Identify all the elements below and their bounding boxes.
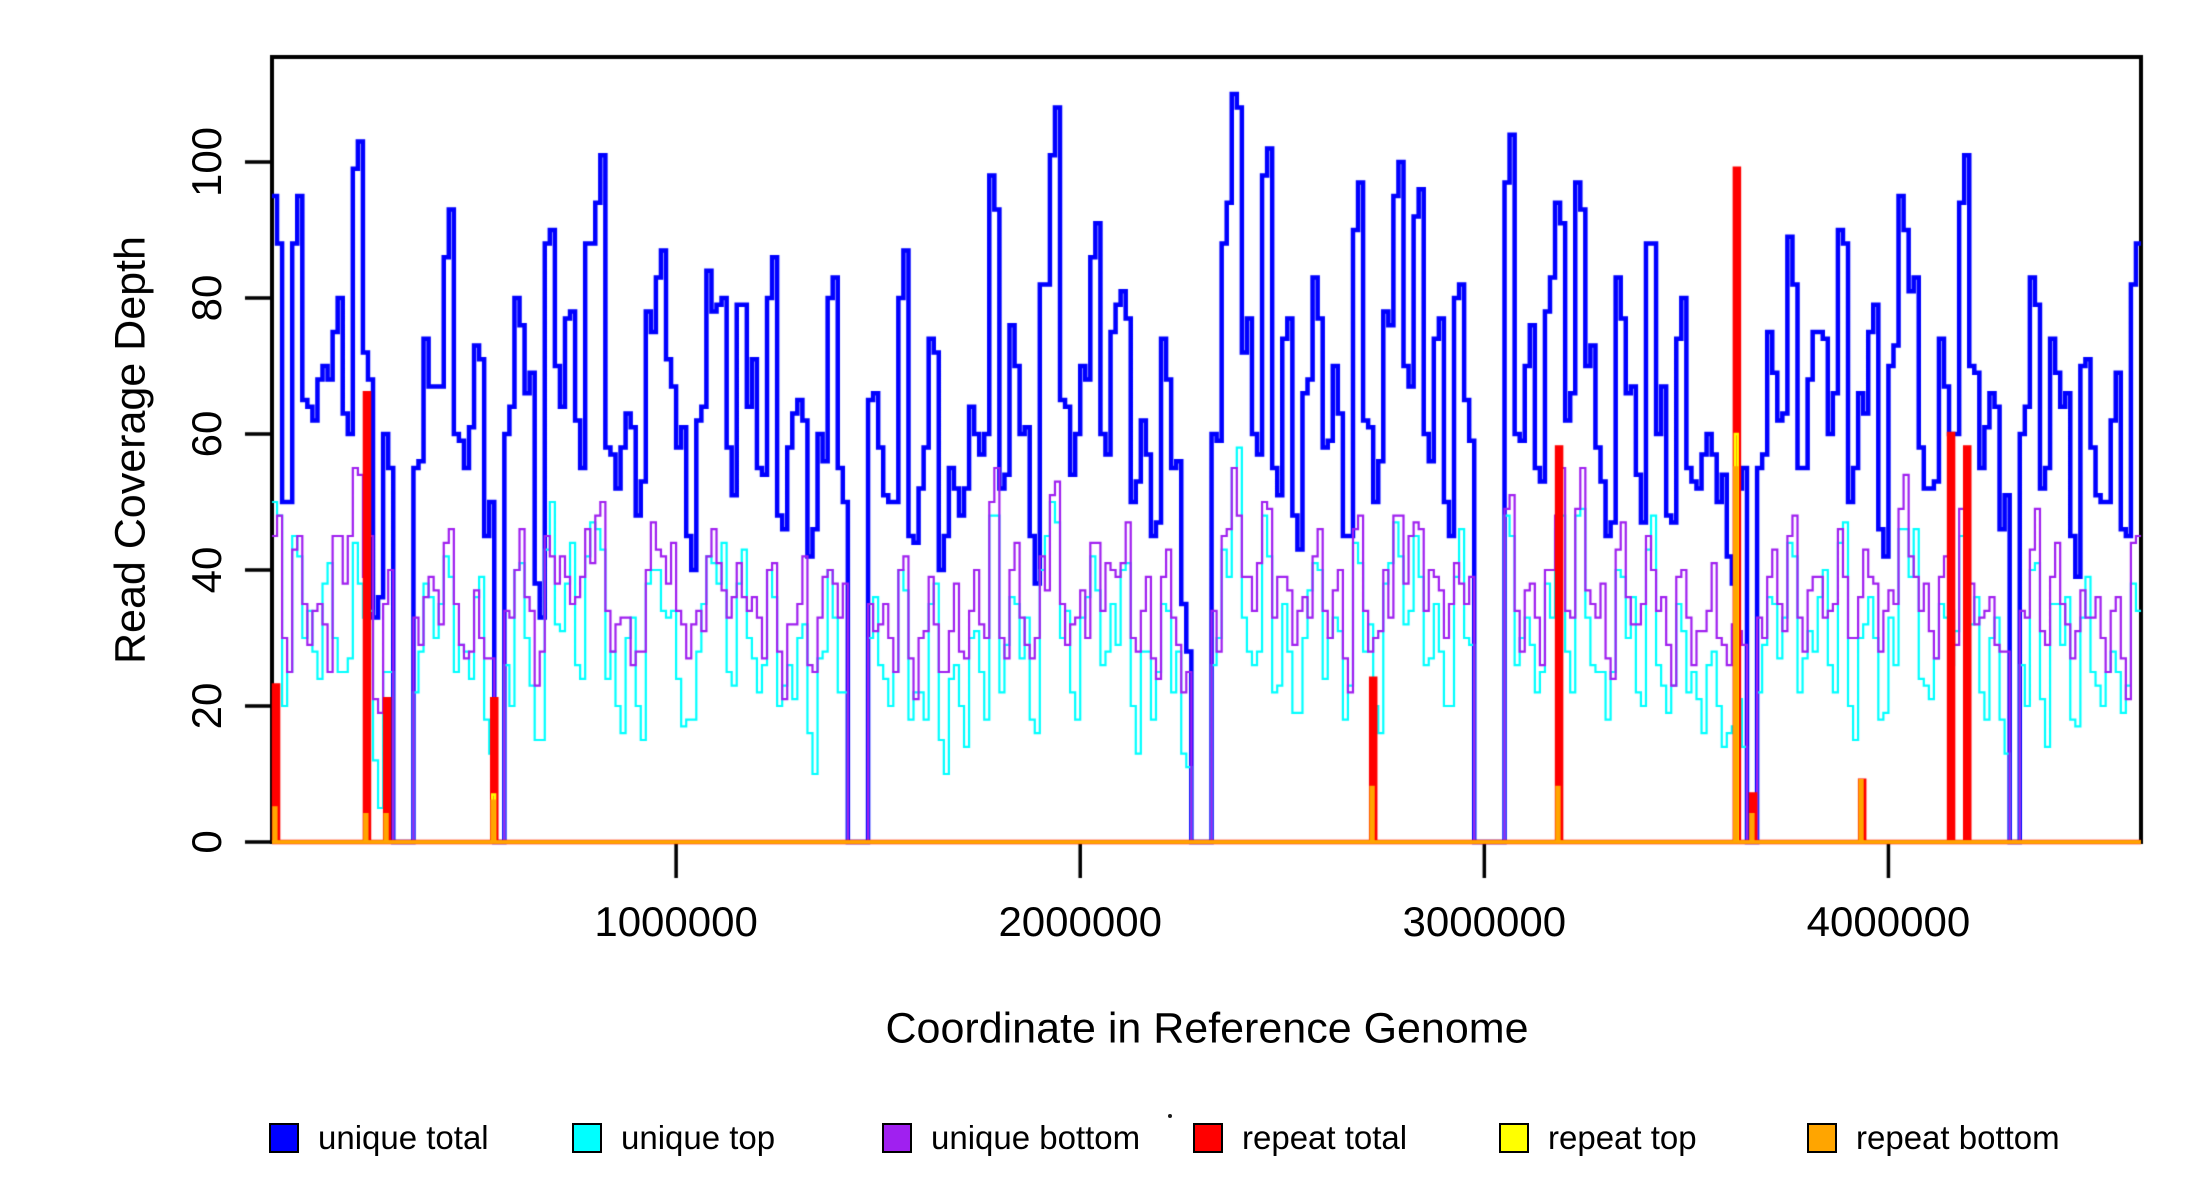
legend-item-repeat-bottom: repeat bottom xyxy=(1807,1119,2060,1157)
legend-label: repeat total xyxy=(1242,1119,1408,1156)
legend-item-unique-total: unique total xyxy=(269,1119,489,1157)
legend-swatch-icon xyxy=(1193,1123,1223,1153)
y-axis-title: Read Coverage Depth xyxy=(106,236,155,664)
legend-swatch-icon xyxy=(1499,1123,1529,1153)
x-axis-title: Coordinate in Reference Genome xyxy=(885,1004,1529,1053)
legend-swatch-icon xyxy=(269,1123,299,1153)
legend-swatch-icon xyxy=(882,1123,912,1153)
x-tick-label: 4000000 xyxy=(1806,898,1971,945)
legend-label: repeat bottom xyxy=(1856,1119,2060,1156)
legend-swatch-icon xyxy=(1807,1123,1837,1153)
y-tick-label: 0 xyxy=(183,830,230,854)
legend-item-repeat-top: repeat top xyxy=(1499,1119,1697,1157)
y-tick-label: 80 xyxy=(183,274,230,322)
y-tick-label: 40 xyxy=(183,546,230,594)
legend-label: unique bottom xyxy=(931,1119,1141,1156)
x-tick-label: 1000000 xyxy=(594,898,758,945)
legend-label: repeat top xyxy=(1548,1119,1697,1156)
legend-label: unique top xyxy=(621,1119,776,1156)
x-tick-label: 2000000 xyxy=(998,898,1162,945)
stray-dot-artifact xyxy=(1168,1114,1172,1118)
x-tick-label: 3000000 xyxy=(1402,898,1567,945)
y-tick-label: 60 xyxy=(183,410,230,458)
y-tick-label: 20 xyxy=(183,682,230,730)
y-tick-label: 100 xyxy=(183,126,230,198)
legend-item-repeat-total: repeat total xyxy=(1193,1119,1407,1157)
legend-label: unique total xyxy=(318,1119,489,1156)
legend-swatch-icon xyxy=(572,1123,602,1153)
legend-item-unique-bottom: unique bottom xyxy=(882,1119,1140,1157)
legend-item-unique-top: unique top xyxy=(572,1119,775,1157)
